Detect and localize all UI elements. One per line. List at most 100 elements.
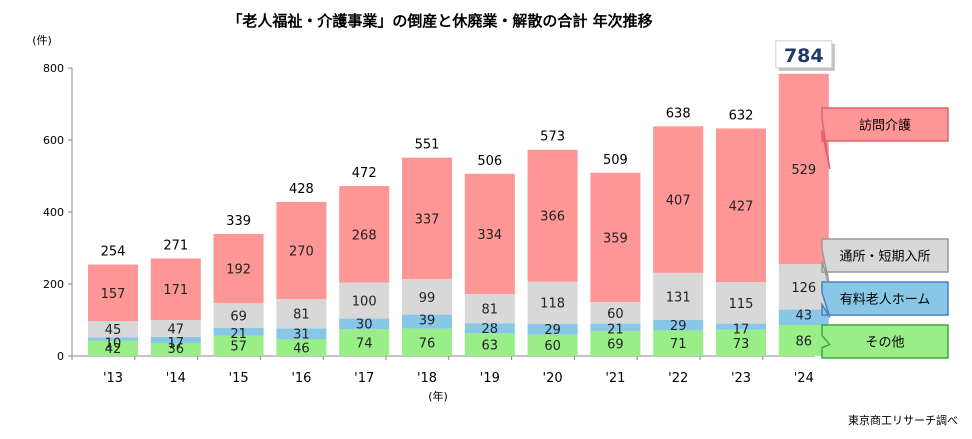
bar-segment (778, 73, 829, 265)
bar-segment (653, 126, 704, 273)
x-tick-label: '19 (480, 371, 500, 386)
x-tick-label: '22 (668, 371, 688, 386)
bar-segment (150, 320, 201, 337)
segment-value-label: 81 (293, 308, 310, 323)
segment-value-label: 100 (352, 295, 377, 310)
x-tick-label: '21 (605, 371, 625, 386)
bar-segment (88, 337, 138, 341)
x-tick-label: '23 (731, 371, 751, 386)
y-tick-label: 400 (43, 206, 64, 219)
x-tick-label: '24 (794, 371, 814, 386)
bar-segment (464, 294, 515, 324)
segment-value-label: 359 (603, 231, 628, 246)
bar-segment (150, 258, 201, 320)
bar-segment (716, 282, 766, 324)
bar-total-label: 506 (477, 154, 502, 169)
segment-value-label: 334 (477, 228, 502, 243)
segment-value-label: 57 (230, 340, 247, 355)
bar-segment (716, 323, 766, 330)
bar-segment (464, 333, 515, 356)
bar-segment (339, 329, 390, 356)
segment-value-label: 69 (607, 338, 624, 353)
bar-segment (402, 278, 452, 315)
bar-segment (276, 299, 327, 329)
bar-segment (88, 340, 138, 356)
segment-value-label: 36 (168, 342, 185, 357)
bar-segment (339, 318, 390, 330)
segment-value-label: 17 (168, 336, 185, 351)
bar-total-label: 638 (666, 106, 691, 121)
bar-total-label: 472 (352, 166, 377, 181)
x-tick-label: '20 (543, 371, 563, 386)
bar-segment (402, 328, 452, 356)
x-axis-label: (年) (428, 389, 448, 403)
bar-total-label: 632 (729, 108, 754, 123)
bar-segment (590, 172, 641, 302)
bar-segment (464, 173, 515, 295)
bar-segment (276, 339, 327, 356)
legend-callout-box (821, 324, 949, 359)
y-tick-label: 800 (43, 62, 64, 75)
x-tick-label: '18 (417, 371, 437, 386)
segment-value-label: 126 (791, 281, 816, 296)
legend-callout-box (821, 107, 949, 170)
bar-segment (590, 302, 641, 324)
segment-value-label: 21 (230, 327, 247, 342)
bar-segment (778, 325, 829, 356)
bar-total-label: 254 (101, 245, 126, 260)
y-ticks: 0 200 400 600 800 (43, 62, 72, 363)
bar-segment (464, 323, 515, 334)
bar-segment (778, 264, 829, 310)
segment-value-label: 43 (796, 309, 813, 324)
bar-segment (590, 331, 641, 356)
segment-value-label: 39 (419, 314, 436, 329)
segment-value-label: 21 (607, 323, 624, 338)
y-tick-label: 200 (43, 278, 64, 291)
segment-value-label: 69 (230, 310, 247, 325)
x-tick-label: '17 (354, 371, 374, 386)
segment-value-label: 74 (356, 337, 373, 352)
legend-callout-label: 通所・短期入所 (839, 250, 930, 265)
segment-value-label: 407 (666, 194, 691, 209)
bar-segment (716, 128, 766, 283)
segment-value-label: 73 (733, 337, 750, 352)
bar-segment (150, 336, 201, 344)
bar-segment (527, 281, 578, 324)
segment-value-label: 42 (105, 342, 122, 357)
segment-value-label: 71 (670, 337, 687, 352)
y-tick-label: 600 (43, 134, 64, 147)
bar-segment (527, 149, 578, 282)
segment-value-label: 31 (293, 327, 310, 342)
bar-segment (213, 303, 264, 328)
legend-callout-label: 訪問介護 (859, 118, 911, 134)
segment-value-label: 10 (105, 336, 122, 351)
segment-value-label: 30 (356, 318, 373, 333)
bar-segment (653, 330, 704, 356)
bar-segment (276, 201, 327, 300)
bar-segment (653, 272, 704, 320)
bar-total-label: 509 (603, 153, 628, 168)
segment-value-label: 337 (415, 212, 440, 227)
x-tick-label: '13 (103, 371, 123, 386)
segment-value-label: 47 (168, 322, 185, 337)
segment-value-label: 99 (419, 291, 436, 306)
legend-callout-label: 有料老人ホーム (840, 293, 931, 308)
y-axis-label: (件) (32, 34, 52, 47)
source-note: 東京商工リサーチ調べ (848, 413, 958, 427)
bars: 4210451573617471715721691924631812707430… (88, 73, 829, 357)
segment-value-label: 115 (729, 297, 754, 312)
bar-segment (402, 157, 452, 279)
bar-segment (88, 321, 138, 338)
segment-value-label: 60 (607, 307, 624, 322)
y-tick-label: 0 (57, 350, 64, 363)
highlight-box (775, 40, 833, 69)
bar-total-label: 271 (163, 238, 188, 253)
bar-segment (213, 233, 264, 304)
x-tick-label: '15 (229, 371, 249, 386)
bar-total-label: 428 (289, 182, 314, 197)
segment-value-label: 427 (729, 199, 754, 214)
bar-segment (716, 329, 766, 356)
segment-value-label: 45 (105, 323, 122, 338)
segment-value-label: 86 (796, 335, 813, 350)
